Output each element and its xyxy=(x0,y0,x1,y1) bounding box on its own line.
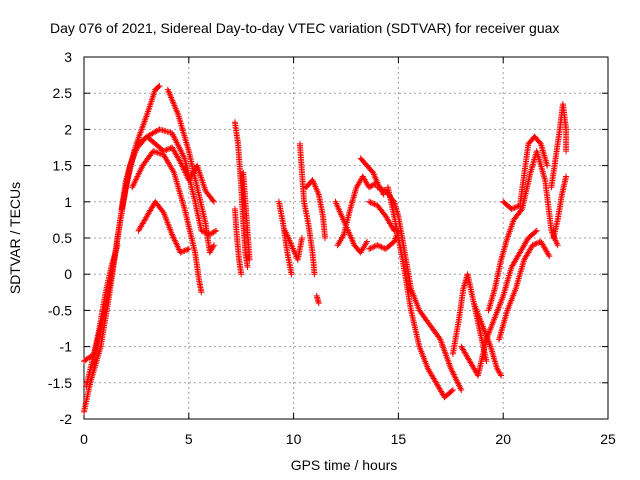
x-tick-label: 10 xyxy=(286,431,302,447)
y-tick-label: 0.5 xyxy=(53,230,73,246)
y-tick-labels: -2 -1.5 -1 -0.5 0 0.5 1 1.5 2 2.5 3 xyxy=(48,49,72,427)
data-markers xyxy=(81,82,570,415)
x-axis-label: GPS time / hours xyxy=(291,457,398,473)
y-tick-label: 1.5 xyxy=(53,158,73,174)
y-tick-label: -0.5 xyxy=(48,302,72,318)
y-tick-label: -2 xyxy=(60,411,73,427)
x-tick-label: 5 xyxy=(185,431,193,447)
x-tick-label: 25 xyxy=(600,431,616,447)
x-tick-labels: 0 5 10 15 20 25 xyxy=(80,431,616,447)
y-tick-label: 2.5 xyxy=(53,85,73,101)
y-tick-label: 2 xyxy=(64,121,72,137)
sdtvar-points xyxy=(81,82,570,415)
x-tick-label: 20 xyxy=(495,431,511,447)
x-tick-label: 15 xyxy=(391,431,407,447)
y-tick-label: 0 xyxy=(64,266,72,282)
y-axis-label: SDTVAR / TECUs xyxy=(7,182,23,294)
y-tick-label: 3 xyxy=(64,49,72,65)
x-tick-label: 0 xyxy=(80,431,88,447)
chart-title: Day 076 of 2021, Sidereal Day-to-day VTE… xyxy=(50,20,559,36)
plot-frame xyxy=(83,56,609,420)
y-tick-label: 1 xyxy=(64,194,72,210)
y-tick-label: -1 xyxy=(60,339,73,355)
y-tick-label: -1.5 xyxy=(48,375,72,391)
